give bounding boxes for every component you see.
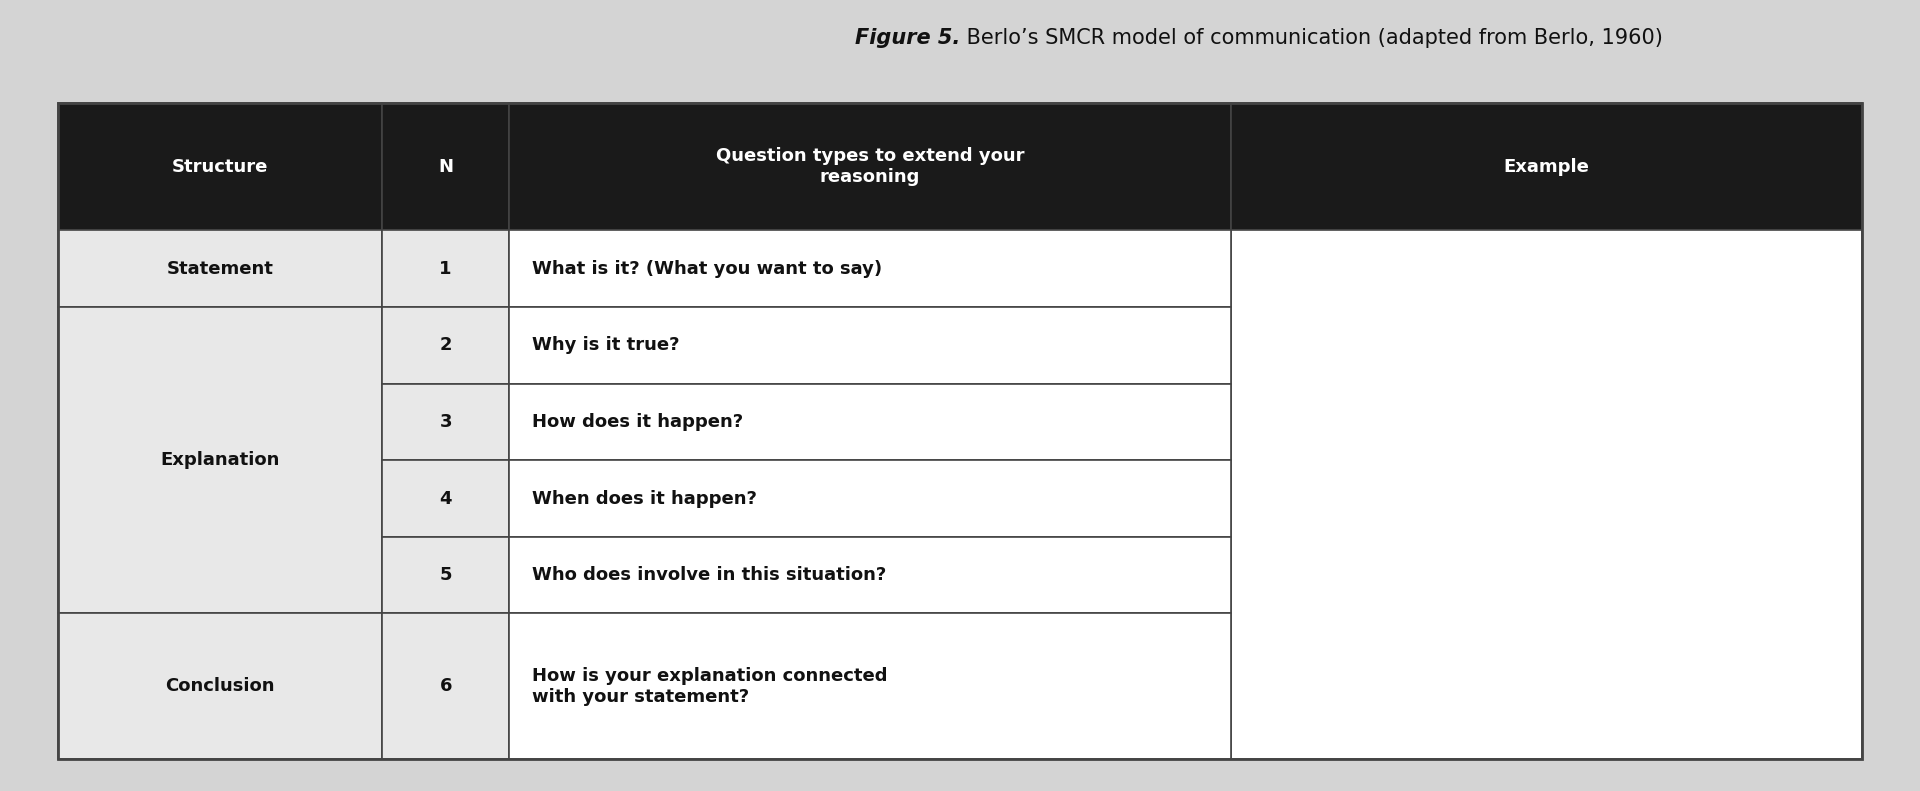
- Text: Explanation: Explanation: [161, 452, 280, 469]
- Bar: [382, 614, 509, 759]
- Text: 1: 1: [440, 259, 451, 278]
- Text: 4: 4: [440, 490, 451, 508]
- Bar: [382, 307, 509, 384]
- Bar: [509, 614, 1231, 759]
- Bar: [509, 384, 1231, 460]
- Text: Question types to extend your
reasoning: Question types to extend your reasoning: [716, 147, 1023, 186]
- Bar: [382, 384, 509, 460]
- Text: What is it? (What you want to say): What is it? (What you want to say): [532, 259, 881, 278]
- Text: 2: 2: [440, 336, 451, 354]
- Bar: [58, 103, 1862, 759]
- Bar: [509, 103, 1231, 230]
- Text: N: N: [438, 157, 453, 176]
- Bar: [1231, 230, 1862, 759]
- Text: Figure 5.: Figure 5.: [854, 28, 960, 47]
- Text: 5: 5: [440, 566, 451, 585]
- Text: How does it happen?: How does it happen?: [532, 413, 743, 431]
- Bar: [58, 230, 382, 307]
- Bar: [1231, 103, 1862, 230]
- Text: Structure: Structure: [173, 157, 269, 176]
- Bar: [58, 614, 382, 759]
- Bar: [58, 307, 382, 614]
- Bar: [509, 230, 1231, 307]
- Text: 3: 3: [440, 413, 451, 431]
- Bar: [509, 537, 1231, 614]
- Bar: [382, 460, 509, 537]
- Text: Why is it true?: Why is it true?: [532, 336, 680, 354]
- Text: Example: Example: [1503, 157, 1590, 176]
- Bar: [58, 103, 382, 230]
- Text: Berlo’s SMCR model of communication (adapted from Berlo, 1960): Berlo’s SMCR model of communication (ada…: [960, 28, 1663, 47]
- Text: Who does involve in this situation?: Who does involve in this situation?: [532, 566, 887, 585]
- Bar: [382, 230, 509, 307]
- Bar: [382, 103, 509, 230]
- Text: When does it happen?: When does it happen?: [532, 490, 756, 508]
- Text: 6: 6: [440, 677, 451, 695]
- Text: How is your explanation connected
with your statement?: How is your explanation connected with y…: [532, 667, 887, 706]
- Bar: [509, 460, 1231, 537]
- Text: Statement: Statement: [167, 259, 273, 278]
- Bar: [382, 537, 509, 614]
- Bar: [509, 307, 1231, 384]
- Text: Conclusion: Conclusion: [165, 677, 275, 695]
